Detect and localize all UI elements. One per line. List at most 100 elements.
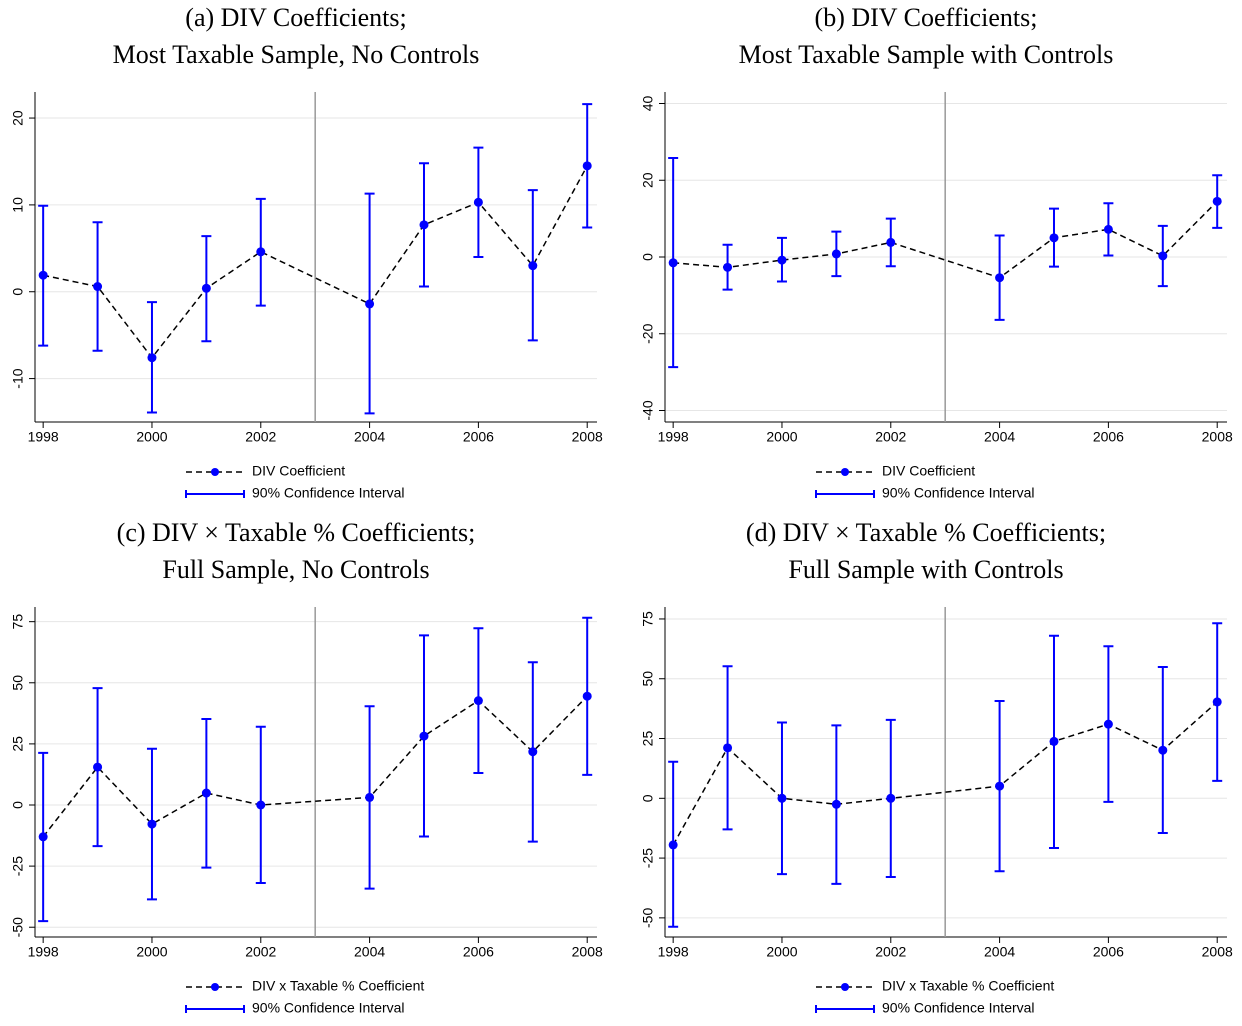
y-tick-label: -10 <box>10 368 26 388</box>
point <box>365 792 375 802</box>
y-tick-label: 20 <box>10 110 26 126</box>
point <box>93 762 103 772</box>
x-tick-label: 2004 <box>354 429 385 445</box>
legend-label: 90% Confidence Interval <box>252 1000 405 1016</box>
point <box>886 237 896 247</box>
chart-title: (a) DIV Coefficients; <box>185 3 406 32</box>
x-tick-label: 2008 <box>572 429 603 445</box>
point <box>1212 697 1222 707</box>
legend-swatch <box>841 983 849 991</box>
legend-label: DIV Coefficient <box>252 463 345 479</box>
point <box>668 258 678 268</box>
coefficient-line <box>672 701 1218 846</box>
x-tick-label: 1998 <box>28 429 59 445</box>
point <box>1158 745 1168 755</box>
y-tick-label: 40 <box>640 96 656 112</box>
y-tick-label: 0 <box>10 801 26 809</box>
y-tick-label: -40 <box>640 400 656 420</box>
point <box>995 273 1005 283</box>
x-tick-label: 1998 <box>658 429 689 445</box>
legend-label: DIV x Taxable % Coefficient <box>882 978 1054 994</box>
point <box>93 282 103 292</box>
legend-label: 90% Confidence Interval <box>252 485 405 501</box>
x-tick-label: 2006 <box>1093 944 1124 960</box>
y-tick-label: 0 <box>640 794 656 802</box>
chart-title: Most Taxable Sample, No Controls <box>113 40 480 69</box>
y-tick-label: -20 <box>640 323 656 343</box>
point <box>419 220 429 230</box>
point <box>723 743 733 753</box>
legend-swatch <box>815 1005 875 1013</box>
point <box>38 832 48 842</box>
point <box>147 819 157 829</box>
point <box>1049 736 1059 746</box>
x-tick-label: 2006 <box>463 944 494 960</box>
legend-label: 90% Confidence Interval <box>882 485 1035 501</box>
point <box>1049 233 1059 243</box>
point <box>1158 251 1168 261</box>
panel: (a) DIV Coefficients; Most Taxable Sample… <box>10 3 603 501</box>
x-tick-label: 1998 <box>658 944 689 960</box>
legend-swatch <box>841 468 849 476</box>
legend-label: DIV x Taxable % Coefficient <box>252 978 424 994</box>
legend-swatch <box>211 468 219 476</box>
y-tick-label: -25 <box>640 848 656 868</box>
coefficient-line <box>42 695 588 838</box>
x-tick-label: 2004 <box>984 944 1015 960</box>
chart-title: Most Taxable Sample with Controls <box>739 40 1114 69</box>
point <box>473 197 483 207</box>
x-tick-label: 2000 <box>766 429 797 445</box>
y-tick-label: 50 <box>640 671 656 687</box>
point <box>668 840 678 850</box>
x-tick-label: 1998 <box>28 944 59 960</box>
point <box>831 249 841 259</box>
x-tick-label: 2004 <box>354 944 385 960</box>
legend-swatch <box>185 490 245 498</box>
point <box>38 270 48 280</box>
point <box>528 261 538 271</box>
y-tick-label: 20 <box>640 172 656 188</box>
point <box>256 247 266 257</box>
x-tick-label: 2008 <box>572 944 603 960</box>
point <box>256 800 266 810</box>
point <box>473 696 483 706</box>
x-tick-label: 2000 <box>136 429 167 445</box>
coefficient-line <box>43 165 588 359</box>
x-tick-label: 2004 <box>984 429 1015 445</box>
panel: (c) DIV × Taxable % Coefficients; Full Sa… <box>10 518 603 1016</box>
legend-label: 90% Confidence Interval <box>882 1000 1035 1016</box>
point <box>777 793 787 803</box>
y-tick-label: 50 <box>10 675 26 691</box>
y-tick-label: 0 <box>10 288 26 296</box>
chart-title: Full Sample, No Controls <box>162 555 429 584</box>
y-tick-label: 10 <box>10 197 26 213</box>
point <box>886 793 896 803</box>
y-tick-label: 25 <box>640 731 656 747</box>
y-tick-label: 75 <box>640 611 656 627</box>
point <box>201 283 211 293</box>
coefficient-line <box>673 200 1218 279</box>
point <box>147 353 157 363</box>
chart-title: Full Sample with Controls <box>788 555 1063 584</box>
point <box>723 262 733 272</box>
legend-swatch <box>211 983 219 991</box>
y-tick-label: 25 <box>10 736 26 752</box>
legend-swatch <box>185 1005 245 1013</box>
legend-label: DIV Coefficient <box>882 463 975 479</box>
x-tick-label: 2006 <box>463 429 494 445</box>
point <box>582 691 592 701</box>
x-tick-label: 2002 <box>875 944 906 960</box>
point <box>1103 719 1113 729</box>
y-tick-label: 0 <box>640 253 656 261</box>
x-tick-label: 2008 <box>1202 429 1233 445</box>
point <box>528 747 538 757</box>
y-tick-label: 75 <box>10 614 26 630</box>
chart-title: (b) DIV Coefficients; <box>815 3 1038 32</box>
y-tick-label: -50 <box>640 908 656 928</box>
point <box>201 788 211 798</box>
x-tick-label: 2002 <box>245 429 276 445</box>
point <box>582 161 592 171</box>
x-tick-label: 2000 <box>766 944 797 960</box>
y-tick-label: -50 <box>10 917 26 937</box>
